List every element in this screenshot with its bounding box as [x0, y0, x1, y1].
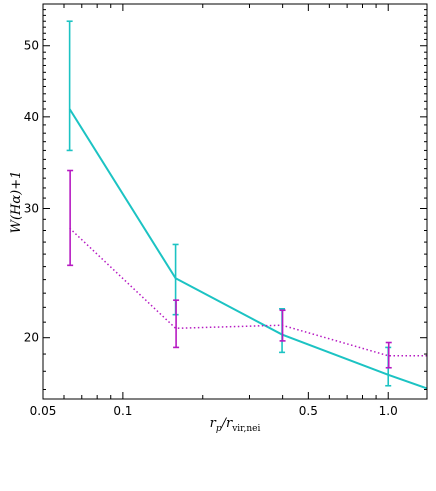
x-axis-label-sub2: vir,nei — [231, 424, 260, 434]
series-layer — [66, 20, 427, 390]
x-axis-label-mid: /r — [220, 416, 233, 431]
series-2-errorbar — [385, 341, 392, 369]
x-tick-label: 1.0 — [379, 404, 398, 418]
series-1-line — [68, 108, 427, 390]
y-tick-label: 20 — [24, 331, 39, 345]
series-1-errorbar — [66, 20, 73, 152]
x-tick-label: 0.05 — [30, 404, 57, 418]
plot-frame — [42, 3, 428, 400]
y-tick-label: 50 — [24, 39, 39, 53]
y-axis-label: W(Hα)+1 — [9, 171, 24, 234]
series-2-errorbar — [279, 309, 286, 342]
series-2-errorbar — [67, 169, 74, 267]
y-tick-label: 40 — [24, 110, 39, 124]
series-2-line — [69, 227, 427, 357]
x-axis-label-main: r — [210, 416, 217, 431]
x-tick-label: 0.5 — [299, 404, 318, 418]
x-axis-label-sub1: p — [216, 424, 222, 434]
x-tick-label: 0.1 — [113, 404, 132, 418]
x-axis-label: rp/rvir,nei — [210, 416, 261, 434]
series-2-errorbar — [173, 299, 180, 349]
ticks-layer: 0.05 0.1 0.5 1.0 20 30 40 50 — [24, 4, 427, 418]
y-tick-label: 30 — [24, 202, 39, 216]
